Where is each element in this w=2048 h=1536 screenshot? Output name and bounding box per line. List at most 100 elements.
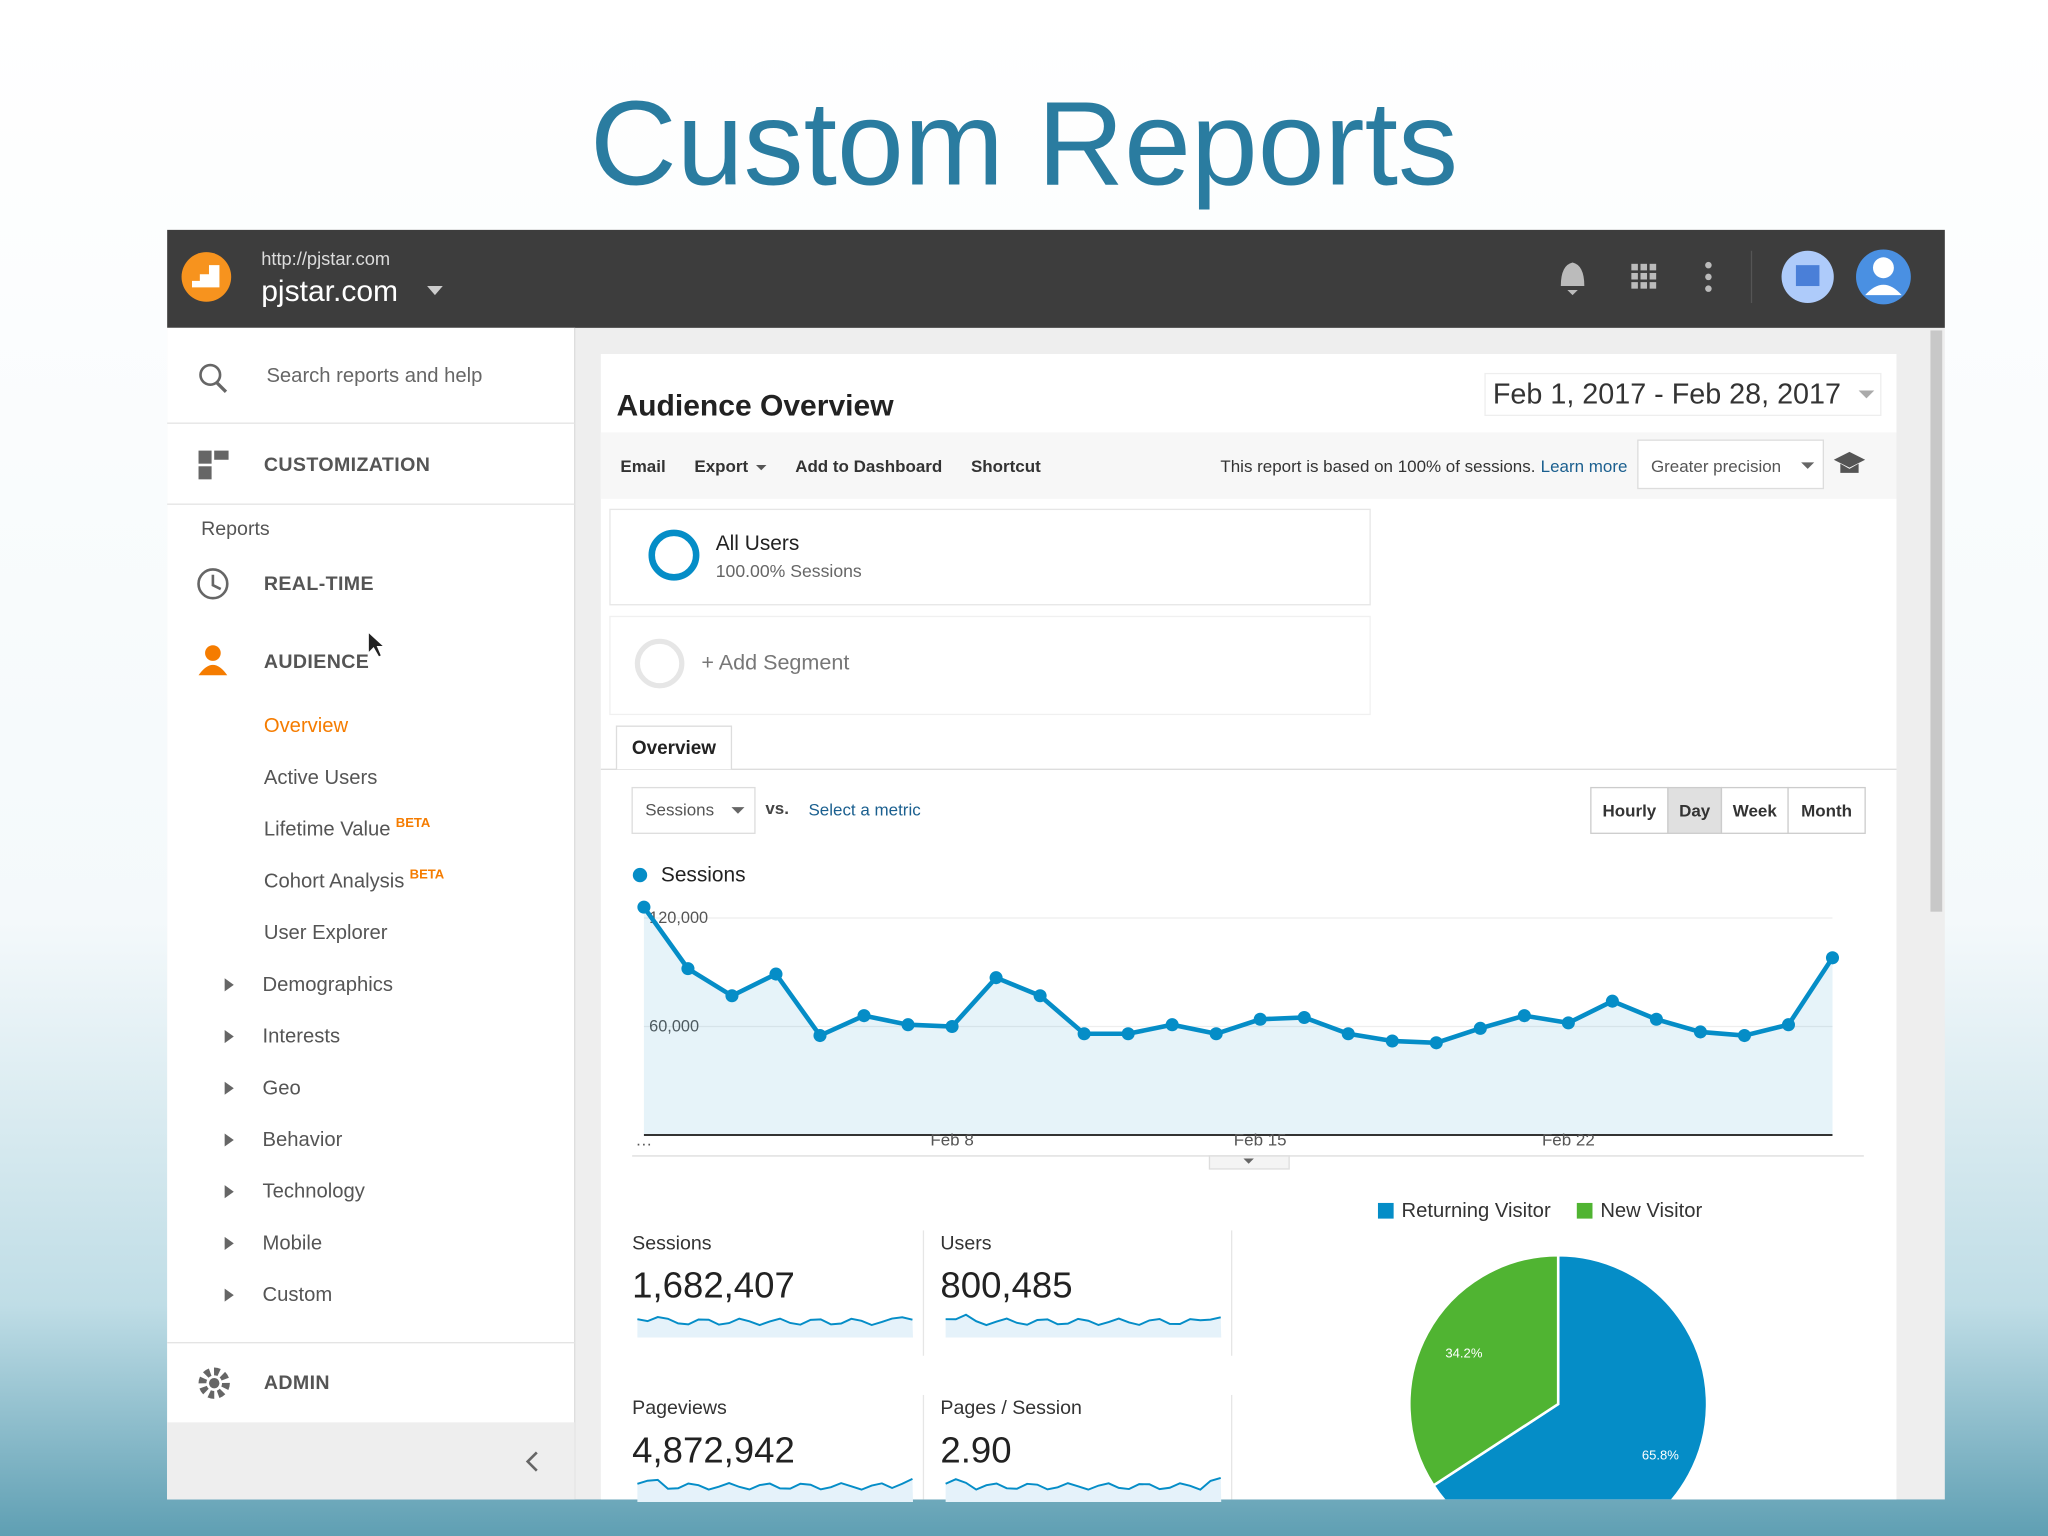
customization-icon — [198, 450, 229, 480]
nav-item-label[interactable]: Active Users — [264, 767, 378, 789]
nav-item-label[interactable]: User Explorer — [264, 922, 388, 944]
expand-arrow[interactable] — [224, 1133, 234, 1147]
toolbar-button[interactable]: Email — [620, 457, 665, 476]
nav-item[interactable]: Mobile — [263, 1232, 323, 1254]
nav-item[interactable]: User Explorer — [264, 922, 388, 944]
interval-button[interactable] — [1667, 786, 1723, 834]
sparkline-area — [637, 1317, 913, 1338]
collapse-button[interactable] — [525, 1451, 538, 1472]
beta-badge: BETA — [396, 814, 431, 829]
interval-button[interactable] — [1720, 786, 1789, 834]
toolbar-button[interactable]: Shortcut — [971, 457, 1041, 476]
nav-item[interactable]: Lifetime Value BETA — [264, 814, 431, 840]
precision-dropdown[interactable] — [1801, 462, 1815, 469]
nav-item[interactable]: Geo — [263, 1077, 301, 1099]
add-segment-card[interactable] — [609, 615, 1371, 716]
metric-select-label[interactable]: Sessions — [645, 800, 714, 819]
add-segment-link[interactable]: + Add Segment — [701, 650, 849, 675]
site-dropdown[interactable] — [427, 286, 443, 296]
metric-select[interactable] — [631, 786, 756, 834]
sampling-note: This report is based on 100% of sessions… — [1220, 457, 1535, 476]
toolbar-button[interactable]: Add to Dashboard — [795, 457, 942, 476]
apps-icon[interactable] — [1631, 263, 1657, 289]
metric-cards: Sessions 1,682,407 Users 800,485 Pageviews 4,… — [632, 1232, 1222, 1503]
data-point — [1297, 1010, 1311, 1024]
admin-link[interactable]: ADMIN — [264, 1372, 330, 1394]
add-segment-ring — [634, 638, 685, 689]
date-picker[interactable] — [1484, 372, 1882, 416]
realtime-link[interactable]: REAL-TIME — [264, 573, 374, 595]
audience-icon-body — [198, 664, 228, 676]
series-line — [642, 905, 1835, 1046]
interval-label[interactable]: Month — [1801, 802, 1852, 821]
nav-item[interactable]: Active Users — [264, 767, 378, 789]
customization-link[interactable]: CUSTOMIZATION — [264, 454, 430, 476]
segment-detail: 100.00% Sessions — [716, 561, 862, 581]
precision-label[interactable]: Greater precision — [1651, 457, 1781, 476]
nav-item-label[interactable]: Cohort Analysis — [264, 870, 405, 892]
metric-dropdown[interactable] — [731, 807, 745, 814]
nav-item[interactable]: Demographics — [263, 974, 393, 996]
education-icon[interactable] — [1833, 451, 1866, 473]
date-range[interactable]: Feb 1, 2017 - Feb 28, 2017 — [1493, 378, 1841, 410]
data-point — [725, 989, 739, 1003]
expand-arrow[interactable] — [224, 1185, 234, 1199]
more-icon[interactable] — [1705, 261, 1712, 292]
report-title: Audience Overview — [616, 390, 894, 423]
learn-more-link[interactable]: Learn more — [1541, 457, 1628, 476]
expand-arrow[interactable] — [224, 1236, 234, 1250]
select-metric-link[interactable]: Select a metric — [808, 800, 921, 819]
overview-tab[interactable] — [615, 725, 733, 770]
date-dropdown[interactable] — [1858, 390, 1875, 399]
sparkline-area — [945, 1477, 1222, 1503]
chart-expander-arrow[interactable] — [1243, 1158, 1254, 1164]
precision-select[interactable] — [1637, 439, 1824, 490]
segment-card[interactable] — [609, 508, 1371, 606]
nav-item[interactable]: Cohort Analysis BETA — [264, 866, 445, 892]
interval-label[interactable]: Hourly — [1603, 802, 1657, 821]
expand-arrow[interactable] — [224, 1030, 234, 1044]
nav-item-label[interactable]: Overview — [264, 715, 349, 737]
beta-badge: BETA — [410, 866, 445, 881]
data-point — [1341, 1027, 1355, 1041]
overview-tab-label[interactable]: Overview — [632, 738, 716, 759]
nav-item[interactable]: Overview — [264, 715, 349, 737]
reports-heading: Reports — [201, 518, 270, 540]
audience-link[interactable]: AUDIENCE — [264, 651, 369, 673]
sparkline — [945, 1313, 1221, 1327]
interval-button[interactable] — [1590, 786, 1669, 834]
data-point — [1561, 1016, 1575, 1030]
interval-button[interactable] — [1787, 786, 1866, 834]
data-point — [1473, 1021, 1487, 1035]
logo-glyph — [192, 265, 220, 288]
nav-item-label[interactable]: Lifetime Value — [264, 819, 391, 841]
x-tick-label: … — [635, 1131, 652, 1150]
search-input[interactable]: Search reports and help — [266, 365, 482, 387]
export-dropdown — [756, 464, 767, 471]
search-icon — [199, 363, 222, 386]
pie-value-label: 34.2% — [1445, 1346, 1482, 1361]
scrollbar[interactable] — [1930, 330, 1943, 912]
expand-arrow[interactable] — [224, 1081, 234, 1095]
interval-buttons: Hourly Day Week Month — [1590, 786, 1866, 834]
nav-item[interactable]: Technology — [263, 1181, 366, 1203]
data-point — [945, 1019, 959, 1034]
sparkline — [637, 1477, 913, 1491]
interval-label[interactable]: Day — [1679, 802, 1711, 821]
y-tick-label: 120,000 — [649, 909, 708, 927]
nav-item[interactable]: Behavior — [263, 1129, 343, 1151]
site-name[interactable]: pjstar.com — [261, 275, 398, 308]
data-point — [1517, 1009, 1531, 1023]
x-tick-label: Feb 8 — [930, 1131, 973, 1150]
nav-item[interactable]: Interests — [263, 1026, 341, 1048]
data-point — [1385, 1034, 1399, 1048]
notifications-icon[interactable] — [1560, 262, 1585, 296]
interval-label[interactable]: Week — [1733, 802, 1778, 821]
expand-arrow[interactable] — [224, 978, 234, 992]
data-point — [1165, 1018, 1179, 1032]
toolbar-button[interactable]: Export — [694, 457, 748, 476]
expand-arrow[interactable] — [224, 1288, 234, 1302]
vs-label: vs. — [765, 799, 789, 818]
nav-item[interactable]: Custom — [263, 1284, 333, 1306]
avatar-head — [1872, 257, 1894, 279]
